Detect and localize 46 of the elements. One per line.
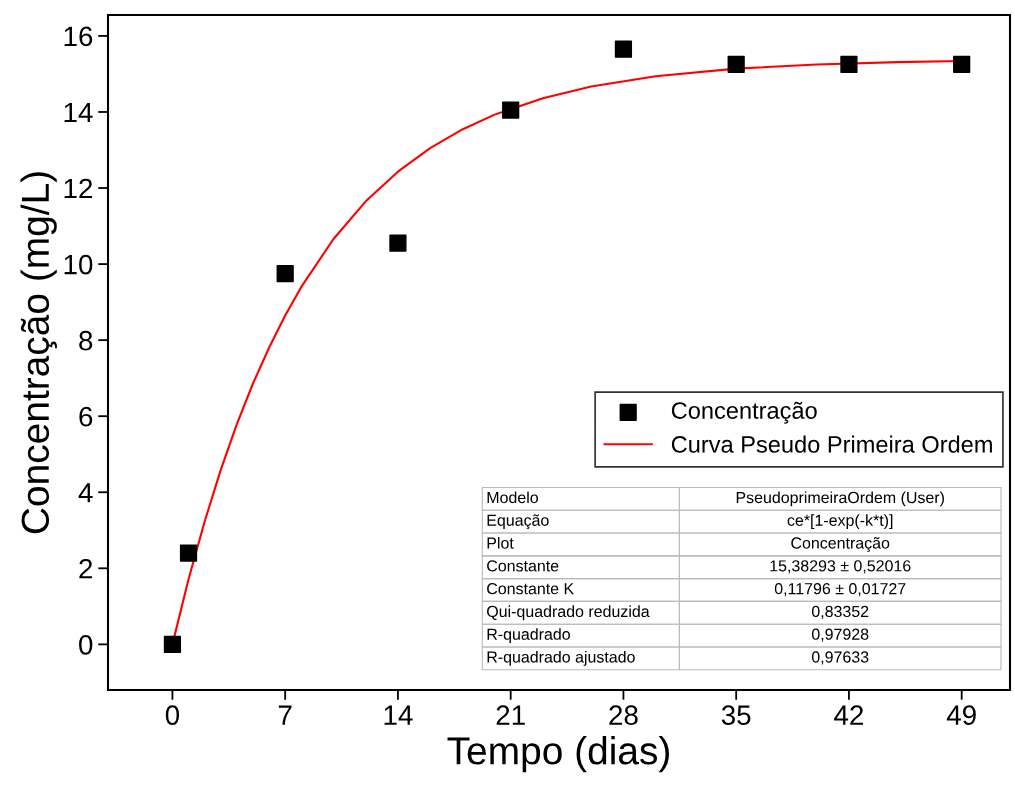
y-tick-label: 6 [79, 406, 93, 427]
legend-label: Concentração [671, 401, 817, 424]
annotation: 0,97928 [811, 628, 869, 642]
y-tick-label: 4 [78, 483, 93, 503]
point [614, 40, 633, 58]
x-tick-label: 35 [721, 705, 751, 725]
point [727, 55, 745, 74]
point [389, 234, 407, 252]
annotation: Qui-quadrado reduzida [487, 605, 650, 621]
annotation: Constante [487, 560, 559, 572]
x-tick-label: 28 [609, 705, 638, 725]
point [179, 544, 198, 562]
annotation: ce*[1-exp(-k*t)] [787, 514, 893, 530]
annotation: Constante K [487, 582, 574, 595]
y-tick-label: 12 [64, 178, 93, 199]
point [163, 635, 182, 653]
annotation: R-quadrado ajustado [487, 650, 635, 666]
annotation: R-quadrado [487, 628, 570, 644]
point [953, 55, 971, 74]
annotation: PseudoprimeiraOrdem (User) [736, 491, 944, 507]
x-tick-label: 14 [384, 705, 413, 725]
y-tick-label: 16 [64, 26, 93, 47]
y-tick-label: 2 [79, 558, 93, 579]
point [276, 264, 294, 283]
x-tick-label: 21 [496, 705, 525, 725]
point [840, 55, 858, 74]
annotation: Plot [487, 537, 514, 549]
x-tick-label: 7 [278, 705, 292, 725]
x-tick-label: 0 [165, 705, 180, 725]
annotation: Equação [487, 514, 549, 530]
annotation: 0,11796 ± 0,01727 [774, 582, 906, 597]
y-tick-label: 10 [64, 254, 93, 275]
legend-label: Curva Pseudo Primeira Ordem [671, 435, 992, 453]
y-axis-title: Concentração (mg/L) [20, 172, 57, 534]
y-tick-label: 14 [64, 102, 93, 123]
annotation: 0,83352 [811, 605, 869, 619]
annotation: 0,97633 [811, 651, 869, 665]
point [502, 101, 520, 119]
y-tick-label: 0 [79, 635, 93, 655]
x-axis-title: Tempo (dias) [447, 736, 669, 773]
annotation: 15,38293 ± 0,52016 [770, 560, 911, 574]
x-tick-label: 42 [834, 705, 863, 725]
annotation: Concentração [791, 537, 890, 552]
x-tick-label: 49 [946, 705, 976, 725]
y-tick-label: 8 [79, 330, 93, 351]
annotation: Modelo [487, 491, 538, 504]
